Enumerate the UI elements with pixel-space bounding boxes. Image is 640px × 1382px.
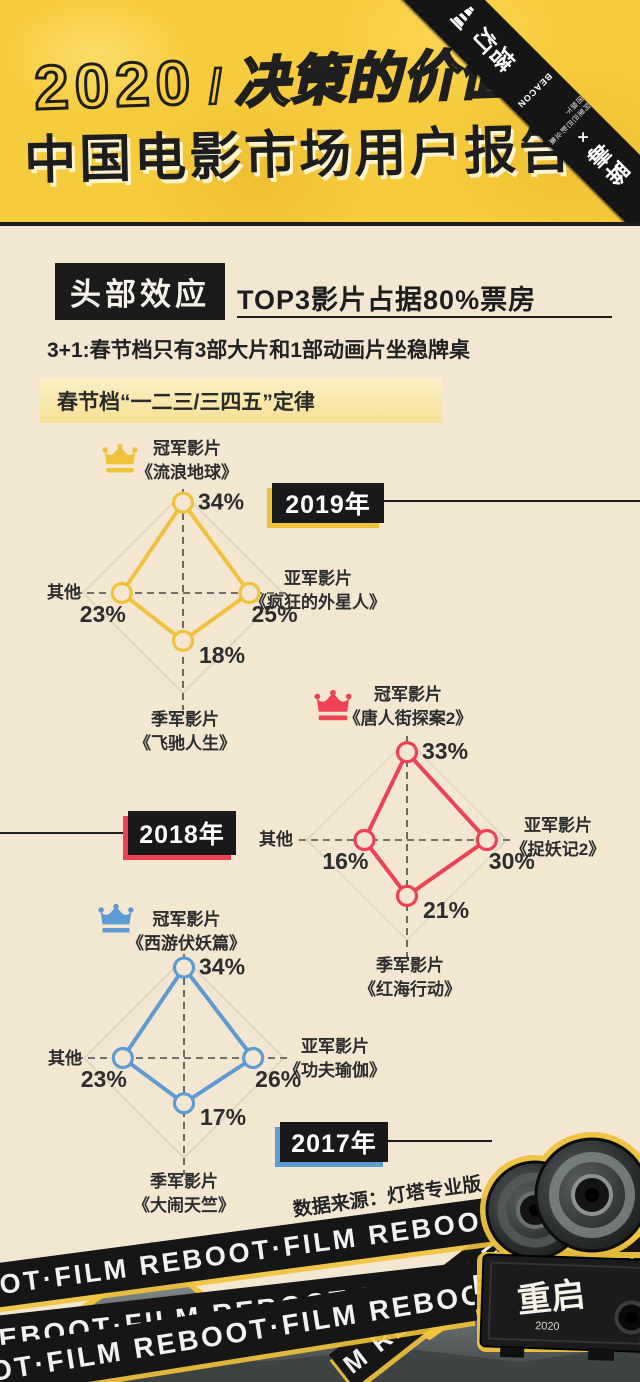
data-polygon bbox=[120, 965, 256, 1106]
third-film-2019: 《飞驰人生》 bbox=[134, 734, 236, 753]
vertex-top bbox=[171, 491, 195, 514]
value-label: 34% bbox=[198, 489, 244, 515]
third-film-2018: 《红海行动》 bbox=[359, 980, 461, 999]
section-badge: 头部效应 bbox=[55, 263, 225, 320]
label-runnerup-2019: 亚军影片 《疯狂的外星人》 bbox=[248, 567, 388, 615]
label-champion-2018: 冠军影片 《唐人街探案2》 bbox=[333, 683, 483, 731]
third-title-2017: 季军影片 bbox=[150, 1172, 218, 1191]
vertex-bottom bbox=[172, 1092, 196, 1115]
title-year: 2020 bbox=[32, 47, 199, 125]
champion-film-2019: 《流浪地球》 bbox=[136, 463, 238, 482]
vertex-left bbox=[111, 1046, 134, 1070]
data-polygon bbox=[119, 500, 252, 643]
label-runnerup-2018: 亚军影片 《捉妖记2》 bbox=[488, 814, 628, 862]
third-title-2018: 季军影片 bbox=[376, 956, 444, 975]
label-runnerup-2017: 亚军影片 《功夫瑜伽》 bbox=[270, 1035, 400, 1083]
label-third-2017: 季军影片 《大闹天竺》 bbox=[114, 1170, 254, 1218]
projector-body: 重启 2020 bbox=[479, 1253, 640, 1361]
vertex-bottom bbox=[171, 629, 195, 652]
brand-ribbon: 灯塔 BEACON 阿里巴巴影业集团旗下 × 毒眸 bbox=[371, 0, 640, 222]
vertex-top bbox=[395, 741, 419, 764]
label-other-2017: 其他 bbox=[48, 1049, 82, 1068]
projector-illustration: 重启 2020 bbox=[477, 1132, 640, 1361]
label-third-2019: 季军影片 《飞驰人生》 bbox=[115, 708, 255, 756]
film-reel-right bbox=[534, 1137, 640, 1253]
connector-2019 bbox=[384, 500, 640, 502]
runnerup-title-2018: 亚军影片 bbox=[524, 816, 592, 835]
vertex-top bbox=[172, 956, 196, 979]
vertex-right bbox=[242, 1046, 265, 1070]
champion-title-2019: 冠军影片 bbox=[153, 439, 221, 458]
year-badge-2017: 2017年 bbox=[280, 1122, 388, 1162]
label-third-2018: 季军影片 《红海行动》 bbox=[340, 954, 480, 1002]
connector-2017 bbox=[388, 1140, 492, 1142]
value-label: 17% bbox=[200, 1104, 246, 1130]
crown-icon-2018 bbox=[314, 688, 352, 729]
reference-diamond bbox=[305, 738, 509, 942]
section-subtitle: 3+1:春节档只有3部大片和1部动画片坐稳牌桌 bbox=[47, 339, 470, 362]
projector-year-text: 2020 bbox=[535, 1320, 560, 1333]
ribbon-brand-beacon-cn: 灯塔 bbox=[467, 23, 520, 76]
value-label: 23% bbox=[81, 1066, 127, 1092]
header: 2020 / 决策的价值 中国电影市场用户报告 灯塔 BEACON 阿里巴巴影业… bbox=[0, 0, 640, 226]
data-polygon bbox=[362, 750, 489, 898]
champion-film-2017: 《西游伏妖篇》 bbox=[127, 934, 246, 953]
runnerup-title-2017: 亚军影片 bbox=[301, 1037, 369, 1056]
ribbon-brand-beacon-en: BEACON bbox=[515, 71, 555, 111]
runnerup-film-2019: 《疯狂的外星人》 bbox=[250, 593, 386, 612]
runnerup-film-2017: 《功夫瑜伽》 bbox=[284, 1061, 386, 1080]
reference-diamond bbox=[82, 956, 286, 1160]
value-label: 18% bbox=[199, 642, 245, 668]
vertex-bottom bbox=[395, 884, 419, 907]
vertex-left bbox=[353, 828, 376, 852]
value-label: 33% bbox=[422, 738, 468, 764]
champion-title-2017: 冠军影片 bbox=[152, 910, 221, 929]
section-headline: TOP3影片占据80%票房 bbox=[237, 285, 537, 315]
value-label: 21% bbox=[423, 897, 469, 923]
champion-film-2018: 《唐人街探案2》 bbox=[343, 709, 473, 728]
projector-reboot-text: 重启 bbox=[515, 1276, 587, 1321]
vertex-left bbox=[110, 581, 133, 605]
label-other-2019: 其他 bbox=[47, 583, 81, 602]
lighthouse-icon bbox=[443, 0, 482, 38]
title-slash: / bbox=[207, 59, 225, 115]
headline-underline bbox=[237, 316, 612, 318]
crown-icon-2019 bbox=[102, 442, 138, 481]
runnerup-title-2019: 亚军影片 bbox=[284, 569, 352, 588]
label-other-2018: 其他 bbox=[259, 830, 293, 849]
section-highlight: 春节档“一二三/三四五”定律 bbox=[40, 379, 442, 423]
year-badge-2019: 2019年 bbox=[272, 483, 384, 523]
ribbon-brand-duyan: 毒眸 bbox=[581, 137, 635, 191]
radar-2017年: 34%26%23%17% bbox=[76, 954, 301, 1175]
year-badge-2018: 2018年 bbox=[128, 811, 236, 855]
runnerup-film-2018: 《捉妖记2》 bbox=[510, 840, 606, 859]
label-champion-2019: 冠军影片 《流浪地球》 bbox=[112, 437, 262, 485]
connector-2018 bbox=[0, 832, 128, 834]
third-title-2019: 季军影片 bbox=[151, 710, 219, 729]
crown-icon-2017 bbox=[98, 902, 134, 941]
third-film-2017: 《大闹天竺》 bbox=[133, 1196, 235, 1215]
label-champion-2017: 冠军影片 《西游伏妖篇》 bbox=[109, 908, 264, 956]
value-label: 23% bbox=[80, 601, 126, 627]
champion-title-2018: 冠军影片 bbox=[374, 685, 442, 704]
value-label: 16% bbox=[322, 848, 368, 874]
value-label: 34% bbox=[199, 954, 245, 980]
